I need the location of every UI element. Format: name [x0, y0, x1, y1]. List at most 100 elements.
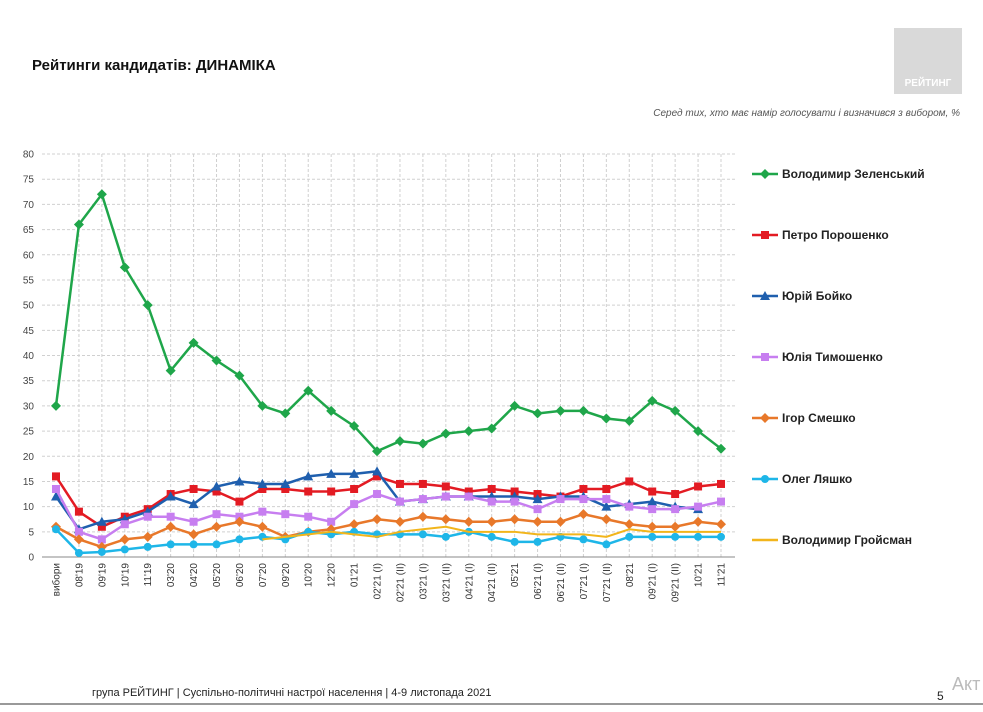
marker	[372, 446, 383, 457]
marker	[258, 484, 267, 493]
marker	[418, 495, 427, 504]
marker	[760, 169, 770, 179]
x-tick-label: 09'19	[97, 563, 108, 588]
marker	[165, 491, 176, 501]
x-tick-label: 05'20	[212, 563, 223, 588]
marker	[579, 495, 588, 504]
marker	[257, 400, 268, 411]
marker	[74, 507, 83, 516]
marker	[670, 521, 681, 532]
marker	[463, 426, 474, 437]
x-tick-label: 02'21 (I)	[373, 563, 384, 599]
marker	[578, 405, 589, 416]
y-tick-label: 35	[23, 376, 35, 387]
marker	[211, 521, 222, 532]
marker	[189, 540, 198, 549]
marker	[304, 487, 313, 496]
legend-label: Петро Порошенко	[782, 228, 889, 242]
marker	[532, 494, 543, 504]
marker	[717, 479, 725, 488]
y-tick-label: 20	[23, 452, 35, 463]
x-tick-label: 03'20	[166, 563, 177, 588]
subtitle: Серед тих, хто має намір голосувати і ви…	[653, 107, 960, 119]
marker	[694, 502, 703, 511]
legend-label: Ігор Смешко	[782, 411, 856, 425]
marker	[165, 365, 176, 376]
marker	[509, 400, 520, 411]
marker	[372, 514, 383, 525]
marker	[234, 476, 245, 486]
marker	[74, 527, 83, 536]
marker	[533, 490, 542, 499]
marker	[624, 519, 635, 530]
x-tick-label: 07'21 (I)	[579, 563, 590, 599]
x-tick-label: 10'19	[120, 563, 131, 588]
footer: група РЕЙТИНГ | Суспільно-політичні наст…	[92, 686, 491, 699]
series-line	[262, 525, 721, 541]
marker	[648, 487, 657, 496]
marker	[349, 468, 360, 478]
marker	[235, 497, 244, 506]
series-line	[54, 191, 722, 453]
x-tick-label: 10'21	[694, 563, 705, 588]
x-tick-label: 08'19	[74, 563, 85, 588]
marker	[647, 395, 658, 406]
marker	[51, 491, 61, 501]
page-number: 5	[937, 689, 944, 703]
x-tick-label: 06'21 (I)	[533, 563, 544, 599]
marker	[464, 487, 473, 496]
marker	[761, 353, 769, 361]
y-tick-label: 65	[23, 225, 35, 236]
marker	[119, 262, 130, 273]
x-tick-label: 07'20	[258, 563, 269, 588]
legend-label: Юрій Бойко	[782, 289, 852, 303]
series	[262, 525, 721, 541]
marker	[212, 487, 221, 496]
marker	[533, 537, 542, 546]
marker	[257, 521, 268, 532]
y-tick-label: 75	[23, 175, 35, 186]
logo-box	[894, 28, 962, 94]
marker	[97, 522, 106, 531]
marker	[716, 519, 726, 530]
marker	[578, 509, 589, 520]
marker	[487, 497, 496, 506]
marker	[73, 534, 84, 545]
marker	[441, 532, 450, 541]
marker	[761, 475, 769, 483]
x-tick-label: 12'20	[327, 563, 338, 588]
marker	[281, 484, 290, 493]
marker	[120, 545, 129, 554]
x-tick-label: 03'21 (II)	[441, 563, 452, 602]
marker	[97, 535, 106, 544]
x-tick-label: 09'20	[281, 563, 292, 588]
marker	[235, 512, 244, 521]
marker	[418, 479, 427, 488]
marker	[166, 512, 175, 521]
marker	[440, 428, 451, 439]
x-tick-label: 03'21 (I)	[418, 563, 429, 599]
marker	[349, 519, 360, 530]
marker	[188, 529, 199, 540]
x-tick-label: 07'21 (II)	[602, 563, 613, 602]
x-tick-label: 04'21 (II)	[487, 563, 498, 602]
marker	[760, 413, 770, 423]
watermark: Акт	[952, 674, 980, 694]
marker	[349, 421, 360, 432]
marker	[350, 500, 359, 509]
marker	[556, 495, 565, 504]
marker	[624, 415, 635, 426]
marker	[601, 501, 612, 511]
x-tick-label: 11'21	[717, 563, 728, 587]
marker	[97, 547, 106, 556]
marker	[533, 505, 542, 514]
marker	[373, 490, 382, 499]
marker	[487, 484, 496, 493]
x-tick-label: 06'20	[235, 563, 246, 588]
marker	[258, 507, 267, 516]
x-tick-label: 09'21 (II)	[671, 563, 682, 602]
marker	[350, 484, 359, 493]
marker	[189, 517, 198, 526]
marker	[602, 484, 611, 493]
